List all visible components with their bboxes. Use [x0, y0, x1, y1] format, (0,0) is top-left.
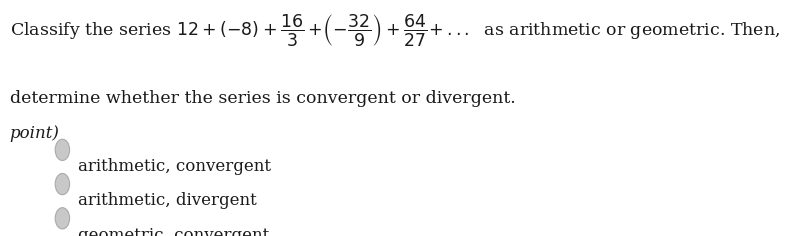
Text: arithmetic, divergent: arithmetic, divergent [78, 192, 257, 209]
Ellipse shape [55, 139, 70, 160]
Text: arithmetic, convergent: arithmetic, convergent [78, 158, 271, 175]
Text: Classify the series $12+(-8)+\dfrac{16}{3}+\!\left(-\dfrac{32}{9}\right)+\dfrac{: Classify the series $12+(-8)+\dfrac{16}{… [10, 12, 780, 48]
Text: determine whether the series is convergent or divergent.: determine whether the series is converge… [10, 90, 515, 107]
Ellipse shape [55, 208, 70, 229]
Ellipse shape [55, 173, 70, 195]
Text: point): point) [10, 125, 59, 142]
Text: geometric, convergent: geometric, convergent [78, 227, 270, 236]
